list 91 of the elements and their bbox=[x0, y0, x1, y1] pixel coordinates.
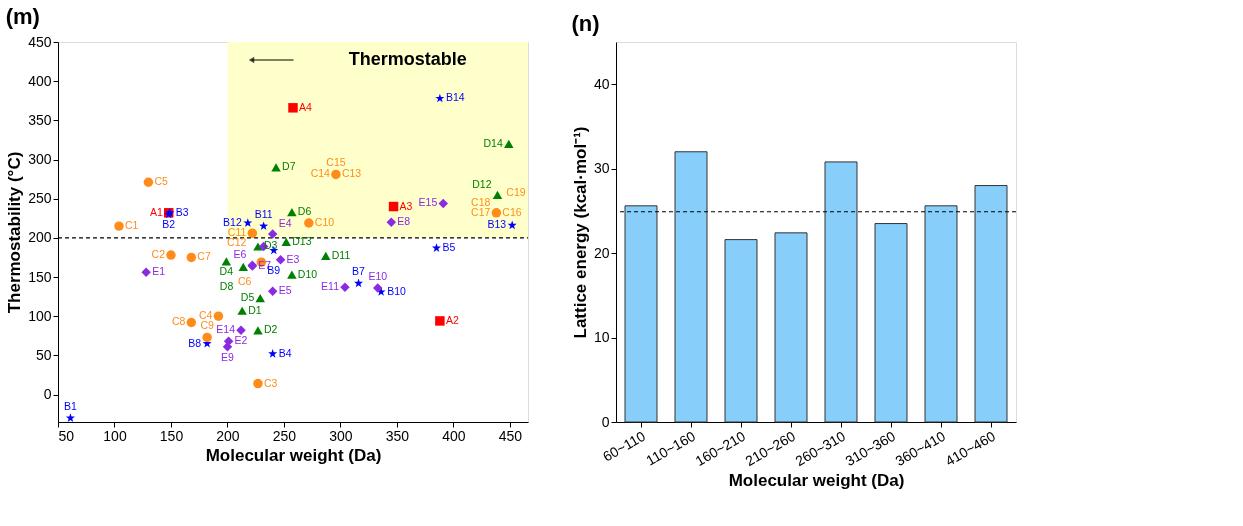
y-tick-label: 100 bbox=[28, 307, 52, 324]
annotation: A3 bbox=[399, 199, 413, 212]
x-tick-label: 300 bbox=[329, 427, 353, 444]
y-tick-label: 40 bbox=[593, 75, 610, 92]
annotation: B1 bbox=[64, 400, 78, 413]
y-tick-label: 450 bbox=[28, 33, 52, 50]
annotation: E6 bbox=[233, 248, 247, 261]
band-label: Thermostable bbox=[348, 49, 467, 69]
x-tick-label: 200 bbox=[216, 427, 240, 444]
annotation: B10 bbox=[387, 284, 406, 297]
y-axis-title: Lattice energy (kcal·mol⁻¹) bbox=[570, 126, 590, 339]
annotation: C6 bbox=[237, 275, 252, 288]
annotation: C1 bbox=[125, 219, 139, 232]
y-tick-label: 200 bbox=[28, 229, 52, 246]
y-axis-title: Thermostability (°C) bbox=[5, 151, 25, 314]
annotation: D2 bbox=[263, 323, 278, 336]
y-tick-label: 50 bbox=[35, 346, 52, 363]
annotation: E9 bbox=[221, 350, 235, 363]
annotation: B5 bbox=[442, 241, 456, 254]
y-tick-label: 10 bbox=[593, 329, 610, 346]
annotation: C8 bbox=[171, 315, 186, 328]
y-tick-label: 250 bbox=[28, 190, 52, 207]
annotation: C7 bbox=[197, 250, 211, 263]
annotation: D6 bbox=[297, 205, 312, 218]
annotation: E4 bbox=[278, 216, 292, 229]
annotation: A1 bbox=[149, 205, 163, 218]
annotation: C10 bbox=[314, 215, 335, 228]
annotation: D8 bbox=[219, 279, 234, 292]
annotation: E1 bbox=[152, 265, 166, 278]
annotation: E2 bbox=[234, 334, 248, 347]
annotation: B14 bbox=[445, 91, 465, 104]
annotation: D5 bbox=[240, 291, 255, 304]
annotation: B3 bbox=[175, 205, 189, 218]
chart-title: (m) bbox=[5, 4, 40, 29]
y-tick-label: 150 bbox=[28, 268, 52, 285]
y-tick-label: 0 bbox=[601, 413, 610, 430]
annotation: A4 bbox=[299, 100, 312, 113]
annotation: C9 bbox=[200, 319, 214, 332]
annotation: C13 bbox=[341, 167, 362, 180]
annotation: B8 bbox=[188, 336, 202, 349]
annotation: B7 bbox=[352, 265, 366, 278]
annotation: D14 bbox=[483, 136, 503, 149]
x-tick-label: 250 bbox=[272, 427, 297, 444]
annotation: A2 bbox=[445, 313, 459, 326]
x-tick-label: 350 bbox=[385, 427, 410, 444]
annotation: C15 bbox=[326, 156, 346, 169]
annotation: B11 bbox=[254, 208, 273, 221]
annotation: C14 bbox=[310, 167, 331, 180]
annotation: E10 bbox=[368, 270, 388, 283]
y-tick-label: 20 bbox=[593, 244, 610, 261]
annotation: C12 bbox=[227, 236, 247, 249]
x-tick-label: 400 bbox=[442, 427, 466, 444]
annotation: D13 bbox=[292, 234, 312, 247]
annotation: C16 bbox=[502, 205, 522, 218]
annotation: B2 bbox=[162, 218, 176, 231]
annotation: C2 bbox=[151, 248, 166, 261]
annotation: B13 bbox=[487, 218, 507, 231]
annotation: E11 bbox=[321, 280, 340, 293]
annotation: C4 bbox=[199, 309, 213, 322]
chart-title: (n) bbox=[571, 11, 600, 36]
annotation: C3 bbox=[263, 376, 278, 389]
annotation: B4 bbox=[278, 346, 292, 359]
annotation: C17 bbox=[471, 205, 491, 218]
x-tick-label: 100 bbox=[103, 427, 127, 444]
annotation: D7 bbox=[282, 160, 296, 173]
x-tick-label: 150 bbox=[159, 427, 184, 444]
annotation: C19 bbox=[506, 185, 526, 198]
annotation: E3 bbox=[286, 252, 300, 265]
y-tick-label: 300 bbox=[28, 151, 52, 168]
y-tick-label: 0 bbox=[43, 386, 52, 403]
annotation: D4 bbox=[219, 265, 234, 278]
x-tick-label: 50 bbox=[58, 427, 75, 444]
y-tick-label: 30 bbox=[593, 160, 610, 177]
annotation: E15 bbox=[418, 196, 438, 209]
annotation: D12 bbox=[472, 177, 492, 190]
annotation: D11 bbox=[331, 248, 351, 261]
x-axis-title: Molecular weight (Da) bbox=[205, 445, 382, 465]
annotation: C11 bbox=[227, 226, 247, 239]
annotation: E5 bbox=[278, 284, 292, 297]
y-tick-label: 400 bbox=[28, 72, 52, 89]
x-tick-label: 450 bbox=[498, 427, 523, 444]
y-tick-label: 350 bbox=[28, 111, 52, 128]
annotation: C5 bbox=[154, 175, 168, 188]
annotation: E14 bbox=[216, 323, 236, 336]
annotation: C18 bbox=[471, 195, 491, 208]
x-axis-title: Molecular weight (Da) bbox=[728, 471, 905, 491]
annotation: D1 bbox=[248, 303, 262, 316]
annotation: D3 bbox=[263, 239, 278, 252]
annotation: E8 bbox=[397, 215, 411, 228]
annotation: B12 bbox=[223, 215, 242, 228]
annotation: D10 bbox=[297, 267, 318, 280]
